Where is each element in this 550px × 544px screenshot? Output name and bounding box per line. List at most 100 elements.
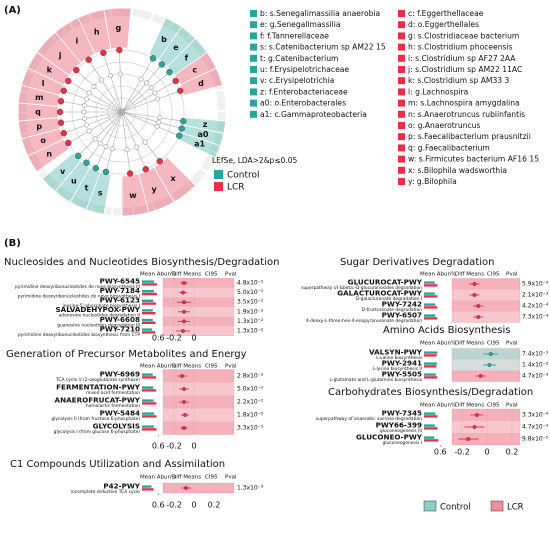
tree-branch <box>63 90 87 100</box>
abundance-bar <box>424 317 438 320</box>
column-header: CI95 <box>205 364 218 370</box>
p-value: 1.9x10⁻² <box>237 308 264 315</box>
abun-tick-label: 0.6 <box>152 501 165 510</box>
abundance-bar <box>142 328 153 331</box>
tree-node <box>97 140 103 146</box>
section-title: Generation of Precursor Metabolites and … <box>6 349 247 360</box>
tree-node <box>157 115 163 121</box>
tree-node <box>83 96 89 102</box>
diff-point <box>182 400 186 404</box>
tree-branch <box>121 92 156 113</box>
diff-point <box>182 309 186 314</box>
abundance-bar <box>142 283 157 286</box>
clade-label: p <box>36 122 42 131</box>
column-header: Diff Means <box>455 272 484 278</box>
p-value: 7.4x10⁻³ <box>522 351 549 358</box>
abundance-bar <box>142 386 154 389</box>
tree-branch <box>159 117 184 122</box>
outer-ring <box>187 168 207 189</box>
abundance-bar <box>142 412 155 415</box>
tree-node <box>82 116 88 122</box>
tree-node <box>155 96 161 102</box>
abundance-bar <box>424 415 438 418</box>
clade-node <box>102 168 110 176</box>
legend-swatch <box>398 77 405 85</box>
diff-panel <box>451 278 521 323</box>
legend-swatch <box>398 178 405 185</box>
abundance-bar <box>424 314 436 317</box>
diff-panel <box>162 482 235 494</box>
tree-branch <box>121 111 158 127</box>
outer-ring <box>215 90 227 111</box>
column-header: Diff Means <box>455 403 484 409</box>
row-band <box>163 287 234 298</box>
clade-label: e <box>173 43 179 52</box>
column-header: Mean Abun% <box>140 475 176 481</box>
p-value: 3.3x10⁻⁴ <box>522 412 549 419</box>
tree-branch <box>136 146 147 170</box>
tree-node <box>142 139 148 145</box>
legend-swatch <box>398 32 405 40</box>
abundance-bar <box>142 302 157 305</box>
p-value: 5.0x10⁻⁵ <box>237 289 264 296</box>
p-value: 1.8x10⁻⁵ <box>237 412 264 419</box>
tree-branch <box>110 75 123 113</box>
row-band <box>452 409 520 421</box>
clade-label: k <box>47 66 53 75</box>
clade-label: w <box>129 191 137 200</box>
clade-wedge <box>179 67 223 96</box>
abundance-bar <box>142 488 154 491</box>
pathway-description: superpathway of anaerobic sucrose degrad… <box>316 416 422 422</box>
abundance-bar <box>424 354 437 357</box>
pathway-name: PWY-6123 <box>100 296 140 305</box>
pathway-name: GLUCUROCAT-PWY <box>348 277 423 286</box>
clade-wedge <box>121 173 150 217</box>
outer-ring <box>215 111 227 133</box>
abundance-bar <box>424 284 438 287</box>
abundance-bar <box>142 309 153 312</box>
legend-entry: a1: c.Gammaproteobacteria <box>260 110 367 119</box>
row-band <box>163 395 234 409</box>
pathway-name: ANAEROFRUCAT-PWY <box>55 395 141 404</box>
clade-node <box>60 129 67 137</box>
legend-swatch <box>250 32 257 40</box>
row-band <box>163 326 234 336</box>
legend-entry: b: s.Senegalimassilia anaerobia <box>260 9 380 18</box>
p-value: 4.8x10⁻⁵ <box>237 280 264 287</box>
tree-node <box>91 83 97 89</box>
abundance-bar <box>142 299 154 302</box>
column-header: Mean Abun% <box>420 341 456 347</box>
column-header: Mean Abun% <box>140 364 176 370</box>
tree-branch <box>158 121 182 129</box>
tree-node <box>124 147 130 153</box>
clade-node <box>172 77 179 85</box>
clade-label: d <box>198 79 204 88</box>
tree-node <box>103 143 109 149</box>
tree-branch <box>84 111 123 119</box>
legend-entry: w: s.Firmicutes bacterium AF16 15 <box>408 155 539 164</box>
legend-swatch <box>398 99 405 107</box>
legend-swatch <box>398 110 405 118</box>
legend-swatch <box>398 166 405 174</box>
abun-tick-label: 0.6 <box>434 448 447 457</box>
clade-label: j <box>58 51 62 60</box>
pathway-name: PWY-6608 <box>100 315 140 324</box>
legend-entry: n: s.Anaerotruncus rubiinfantis <box>408 110 525 119</box>
legend-label: LCR <box>227 183 245 193</box>
abundance-bar <box>424 292 435 295</box>
diff-tick-label: -0.2 <box>454 448 470 457</box>
tree-branch <box>86 98 123 113</box>
clade-label: a1 <box>194 140 205 149</box>
diff-point <box>182 387 186 391</box>
legend-swatch <box>398 122 405 129</box>
pathway-description: pyrimidine deoxyribonucleotides de novo … <box>15 284 140 290</box>
abundance-bar <box>142 485 152 488</box>
row-band <box>163 316 234 327</box>
clade-node <box>126 170 134 177</box>
clade-node <box>56 108 64 116</box>
tree-branch <box>88 111 123 132</box>
tree-node <box>86 90 92 96</box>
abundance-bar <box>424 427 438 430</box>
column-header: CI95 <box>487 341 500 347</box>
diff-point <box>466 437 471 441</box>
